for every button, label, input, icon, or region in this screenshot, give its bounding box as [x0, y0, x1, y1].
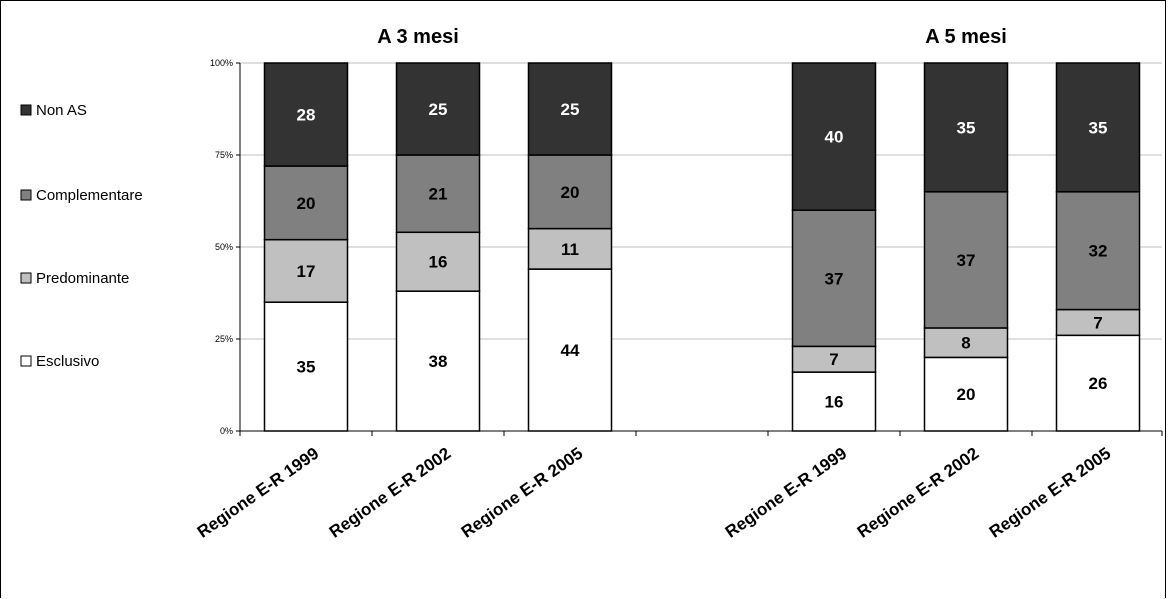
legend: Non AS Complementare Predominante Esclusivo [20, 102, 143, 370]
data-label: 16 [429, 253, 448, 272]
category-label: Regione E-R 1999 [722, 444, 851, 542]
bar-segment [263, 165, 349, 241]
bar-segment [923, 62, 1009, 193]
category-label: Regione E-R 1999 [194, 444, 323, 542]
panel-titles: A 3 mesi A 5 mesi [377, 26, 1007, 48]
bar-segment [923, 191, 1009, 329]
legend-swatch [20, 189, 32, 201]
data-label: 20 [297, 194, 316, 213]
x-category-labels: Regione E-R 1999 Regione E-R 2002 Regione … [194, 444, 1115, 542]
bar-segment [263, 238, 349, 303]
bar-segment [1055, 62, 1141, 193]
bar-segment [791, 62, 877, 211]
data-label: 8 [961, 334, 970, 353]
data-label: 7 [829, 350, 838, 369]
data-label: 35 [1089, 118, 1108, 137]
y-tick-label: 25% [215, 334, 233, 344]
bar-segment [527, 62, 613, 156]
y-tick-label: 100% [210, 58, 233, 68]
category-label: Regione E-R 2002 [326, 444, 455, 542]
axes [236, 62, 1163, 436]
legend-swatch [20, 104, 32, 116]
data-label: 17 [297, 262, 316, 281]
data-label: 28 [297, 106, 316, 125]
legend-label: Complementare [36, 187, 143, 204]
bar-segment [791, 209, 877, 348]
category-label: Regione E-R 2005 [986, 444, 1115, 542]
data-label: 40 [825, 128, 844, 147]
data-label: 35 [957, 118, 976, 137]
y-tick-label: 75% [215, 150, 233, 160]
data-label: 32 [1089, 242, 1108, 261]
bar-segment [527, 227, 613, 270]
legend-swatch [20, 272, 32, 284]
bar-segment [263, 301, 349, 432]
legend-swatch [20, 355, 32, 367]
legend-label: Non AS [36, 102, 87, 119]
bar-segment [263, 62, 349, 167]
data-label: 11 [561, 240, 579, 259]
bar-segment [923, 356, 1009, 432]
panel-title: A 3 mesi [377, 26, 459, 48]
bar-segment [395, 290, 481, 432]
legend-label: Predominante [36, 270, 129, 287]
data-label: 20 [957, 385, 976, 404]
data-label: 35 [297, 358, 316, 377]
data-label: 38 [429, 352, 448, 371]
data-label: 37 [957, 251, 976, 270]
bar-segment [527, 154, 613, 230]
bar-segment [395, 62, 481, 156]
data-label: 26 [1089, 374, 1108, 393]
data-label: 37 [825, 269, 844, 288]
bar-segment [527, 268, 613, 432]
bar-segment [1055, 334, 1141, 432]
data-label: 25 [561, 100, 580, 119]
y-tick-label: 0% [220, 426, 233, 436]
gridlines [240, 62, 1162, 340]
panel-title: A 5 mesi [925, 26, 1007, 48]
data-label: 20 [561, 183, 580, 202]
y-tick-label: 50% [215, 242, 233, 252]
bar-segment [791, 371, 877, 432]
data-label: 7 [1093, 313, 1102, 332]
bar-segment [1055, 308, 1141, 337]
category-label: Regione E-R 2002 [854, 444, 983, 542]
data-label: 21 [429, 185, 448, 204]
data-label: 44 [561, 341, 580, 360]
legend-label: Esclusivo [36, 353, 99, 370]
bar-segment [791, 345, 877, 373]
category-label: Regione E-R 2005 [458, 444, 587, 542]
bars: 35 17 20 28 38 16 21 25 44 11 20 25 16 7 37 40 20 8 37 35 26… [263, 62, 1141, 432]
y-tick-labels: 0% 25% 50% 75% 100% [210, 58, 233, 436]
data-label: 25 [429, 100, 448, 119]
bar-segment [1055, 191, 1141, 311]
data-label: 16 [825, 393, 844, 412]
